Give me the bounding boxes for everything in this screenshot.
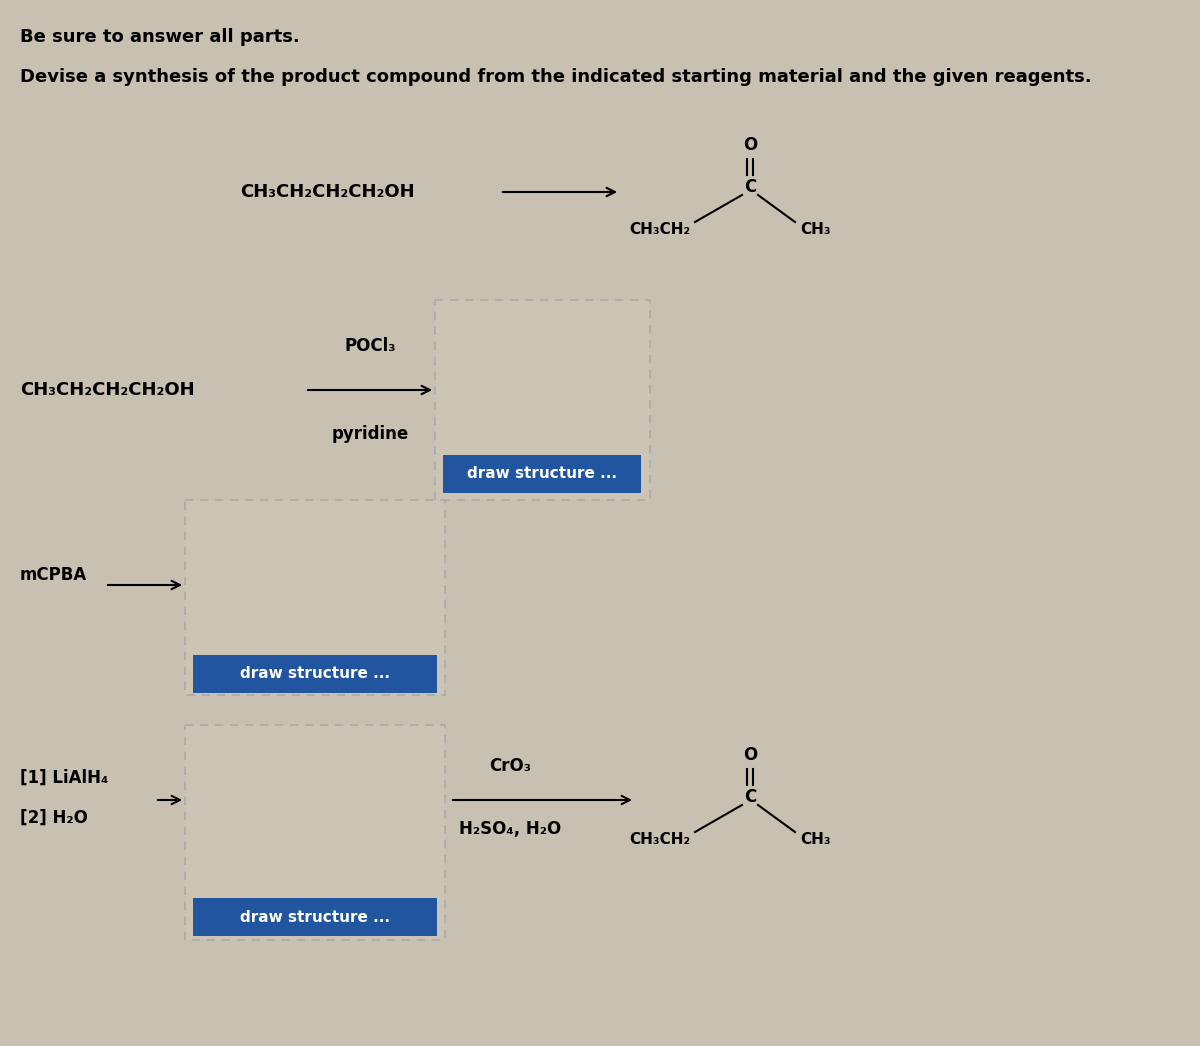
Bar xyxy=(185,725,445,940)
Text: mCPBA: mCPBA xyxy=(20,566,88,584)
Text: C: C xyxy=(744,178,756,196)
Text: draw structure ...: draw structure ... xyxy=(240,910,390,925)
Text: CrO₃: CrO₃ xyxy=(490,757,530,775)
Text: Devise a synthesis of the product compound from the indicated starting material : Devise a synthesis of the product compou… xyxy=(20,68,1092,86)
Text: CH₃: CH₃ xyxy=(800,832,830,846)
Text: CH₃CH₂CH₂CH₂OH: CH₃CH₂CH₂CH₂OH xyxy=(240,183,415,201)
Text: draw structure ...: draw structure ... xyxy=(240,666,390,682)
Text: [2] H₂O: [2] H₂O xyxy=(20,809,88,827)
Text: pyridine: pyridine xyxy=(331,425,409,444)
Text: CH₃CH₂: CH₃CH₂ xyxy=(629,832,690,846)
Bar xyxy=(185,500,445,695)
Bar xyxy=(443,455,641,493)
Bar xyxy=(436,300,650,500)
Text: CH₃CH₂: CH₃CH₂ xyxy=(629,222,690,236)
Text: C: C xyxy=(744,788,756,806)
Text: [1] LiAlH₄: [1] LiAlH₄ xyxy=(20,769,108,787)
Text: draw structure ...: draw structure ... xyxy=(467,467,617,481)
Text: CH₃: CH₃ xyxy=(800,222,830,236)
Bar xyxy=(193,655,437,693)
Text: H₂SO₄, H₂O: H₂SO₄, H₂O xyxy=(458,820,562,838)
Text: Be sure to answer all parts.: Be sure to answer all parts. xyxy=(20,28,300,46)
Bar xyxy=(193,899,437,936)
Text: CH₃CH₂CH₂CH₂OH: CH₃CH₂CH₂CH₂OH xyxy=(20,381,194,399)
Text: O: O xyxy=(743,746,757,764)
Text: O: O xyxy=(743,136,757,154)
Text: POCl₃: POCl₃ xyxy=(344,337,396,355)
